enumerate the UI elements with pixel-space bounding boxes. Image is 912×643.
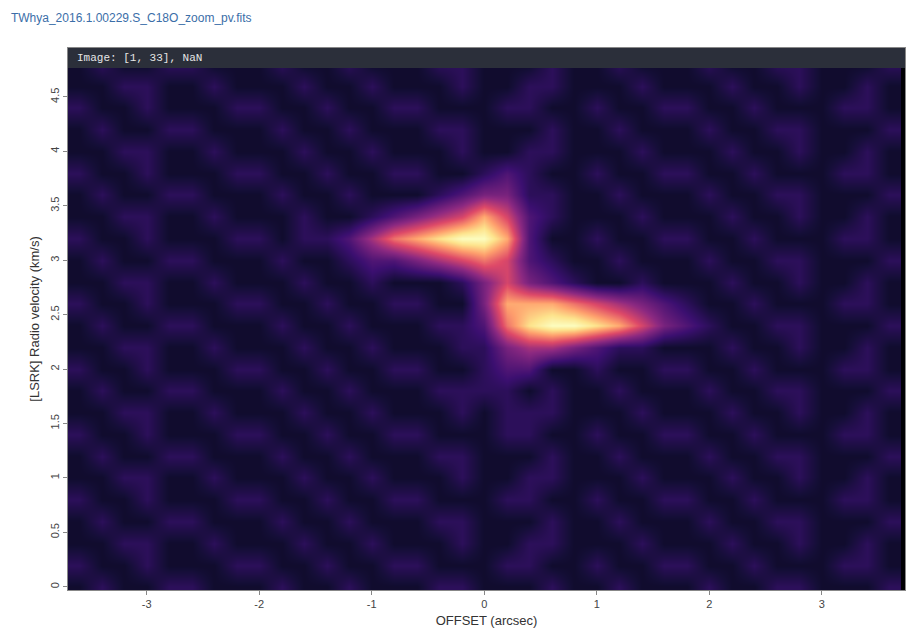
svg-text:0: 0 bbox=[481, 598, 487, 610]
svg-text:4: 4 bbox=[49, 147, 61, 153]
svg-text:0: 0 bbox=[49, 582, 61, 588]
svg-text:3: 3 bbox=[819, 598, 825, 610]
svg-text:Image: [1, 33], NaN: Image: [1, 33], NaN bbox=[77, 52, 202, 64]
svg-text:[LSRK] Radio velocity (km/s): [LSRK] Radio velocity (km/s) bbox=[27, 236, 42, 401]
svg-text:3: 3 bbox=[49, 256, 61, 262]
svg-text:TWhya_2016.1.00229.S_C18O_zoom: TWhya_2016.1.00229.S_C18O_zoom_pv.fits bbox=[11, 11, 252, 25]
svg-text:-2: -2 bbox=[254, 598, 264, 610]
svg-text:OFFSET (arcsec): OFFSET (arcsec) bbox=[436, 613, 538, 628]
svg-text:2: 2 bbox=[49, 364, 61, 370]
svg-text:0.5: 0.5 bbox=[49, 523, 61, 538]
svg-text:-3: -3 bbox=[142, 598, 152, 610]
svg-text:4.5: 4.5 bbox=[49, 88, 61, 103]
svg-text:2: 2 bbox=[706, 598, 712, 610]
svg-text:1.5: 1.5 bbox=[49, 414, 61, 429]
svg-text:2.5: 2.5 bbox=[49, 305, 61, 320]
svg-text:1: 1 bbox=[594, 598, 600, 610]
svg-text:3.5: 3.5 bbox=[49, 197, 61, 212]
svg-text:1: 1 bbox=[49, 473, 61, 479]
svg-text:-1: -1 bbox=[367, 598, 377, 610]
